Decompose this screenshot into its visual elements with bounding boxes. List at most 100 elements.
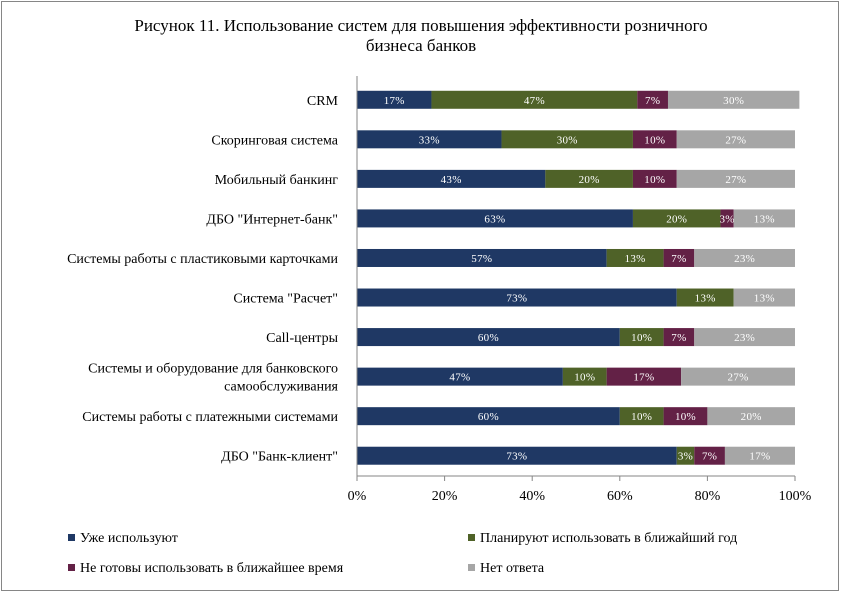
data-label: 13% [754, 213, 775, 225]
bar-segment [545, 169, 633, 188]
data-label: 3% [719, 213, 734, 225]
bar-segment [694, 328, 795, 347]
chart-title-line: бизнеса банков [366, 36, 476, 55]
legend-label: Нет ответа [480, 561, 545, 576]
data-label: 30% [557, 134, 578, 146]
bar-segment [694, 446, 725, 465]
chart-title-line: Рисунок 11. Использование систем для пов… [134, 16, 707, 35]
x-tick-label: 40% [519, 489, 545, 504]
data-label: 60% [478, 411, 499, 423]
bar-segment [357, 367, 563, 386]
category-label: Мобильный банкинг [215, 173, 339, 188]
data-label: 60% [478, 332, 499, 344]
data-label: 10% [631, 411, 652, 423]
legend-swatch [68, 534, 75, 541]
bar-segment [619, 328, 664, 347]
data-label: 33% [419, 134, 440, 146]
bar-segment [733, 288, 795, 307]
data-label: 10% [644, 134, 665, 146]
bar-segment [663, 248, 695, 267]
bar-segment [676, 130, 795, 149]
data-label: 10% [631, 332, 652, 344]
data-label: 43% [441, 174, 462, 186]
data-label: 47% [449, 372, 470, 384]
bar-segment [667, 90, 800, 109]
data-label: 13% [695, 293, 716, 305]
x-tick-label: 100% [779, 489, 812, 504]
x-tick-label: 20% [432, 489, 458, 504]
bar-segment [663, 328, 695, 347]
data-label: 17% [633, 372, 654, 384]
data-label: 7% [671, 332, 686, 344]
bar-segment [632, 209, 721, 228]
data-label: 7% [645, 95, 660, 107]
bar-segment [694, 248, 795, 267]
bar-segment [431, 90, 638, 109]
data-label: 20% [579, 174, 600, 186]
category-label: самообслуживания [224, 380, 338, 395]
data-label: 23% [734, 332, 755, 344]
category-label: Скоринговая система [211, 133, 338, 148]
category-label: ДБО "Интернет-банк" [206, 212, 338, 227]
bar-segment [606, 248, 664, 267]
bar-segment [619, 407, 664, 426]
bar-segment [357, 209, 633, 228]
bar-segment [357, 288, 677, 307]
data-label: 10% [675, 411, 696, 423]
data-label: 10% [574, 372, 595, 384]
data-label: 17% [749, 451, 770, 463]
bar-segment [501, 130, 633, 149]
data-label: 47% [524, 95, 545, 107]
data-label: 63% [484, 213, 505, 225]
bar-segment [720, 209, 734, 228]
category-label: ДБО "Банк-клиент" [221, 450, 338, 465]
bar-segment [357, 407, 620, 426]
category-label: CRM [307, 94, 339, 109]
legend-swatch [468, 564, 475, 571]
bar-segment [606, 367, 682, 386]
data-label: 73% [506, 293, 527, 305]
bar-segment [681, 367, 795, 386]
bar-segment [733, 209, 795, 228]
data-label: 73% [506, 451, 527, 463]
data-label: 27% [725, 134, 746, 146]
x-tick-label: 0% [348, 489, 367, 504]
x-tick-label: 80% [695, 489, 721, 504]
legend-label: Планируют использовать в ближайший год [480, 531, 737, 546]
category-label: Call-центры [266, 331, 338, 346]
bar-segment [357, 130, 502, 149]
data-label: 10% [644, 174, 665, 186]
category-label: Системы работы с пластиковыми карточками [67, 252, 338, 267]
bar-segment [676, 169, 795, 188]
data-label: 13% [625, 253, 646, 265]
bar-segment [676, 288, 734, 307]
legend-swatch [468, 534, 475, 541]
data-label: 57% [471, 253, 492, 265]
data-label: 30% [723, 95, 744, 107]
bar-segment [707, 407, 795, 426]
bar-segment [562, 367, 607, 386]
data-label: 27% [725, 174, 746, 186]
bar-segment [357, 328, 620, 347]
bar-segment [357, 446, 677, 465]
data-label: 7% [702, 451, 717, 463]
legend-label: Не готовы использовать в ближайшее время [80, 561, 344, 576]
legend-swatch [68, 564, 75, 571]
bar-segment [632, 169, 677, 188]
bar-segment [663, 407, 708, 426]
bar-segment [676, 446, 695, 465]
bar-segment [724, 446, 795, 465]
data-label: 20% [741, 411, 762, 423]
legend-label: Уже используют [80, 531, 178, 546]
data-label: 13% [754, 293, 775, 305]
category-label: Системы и оборудование для банковского [88, 362, 338, 377]
data-label: 7% [671, 253, 686, 265]
x-tick-label: 60% [607, 489, 633, 504]
data-label: 23% [734, 253, 755, 265]
category-label: Система "Расчет" [233, 292, 338, 307]
bar-segment [357, 169, 546, 188]
bar-segment [357, 248, 607, 267]
bar-segment [637, 90, 668, 109]
